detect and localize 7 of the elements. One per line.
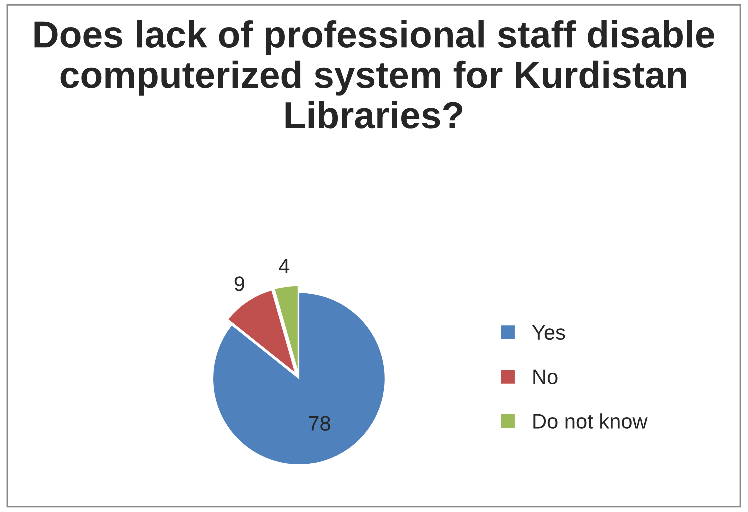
- data-label: 9: [234, 276, 244, 292]
- legend-label: Do not know: [534, 414, 648, 429]
- data-label: 4: [279, 259, 290, 274]
- chart-title: Does lack of professional staff disable computerized system for Kurdistan Libraries?: [34, 20, 715, 129]
- legend-label: Yes: [532, 326, 566, 340]
- legend-label: No: [534, 370, 558, 384]
- data-label: 78: [309, 416, 330, 431]
